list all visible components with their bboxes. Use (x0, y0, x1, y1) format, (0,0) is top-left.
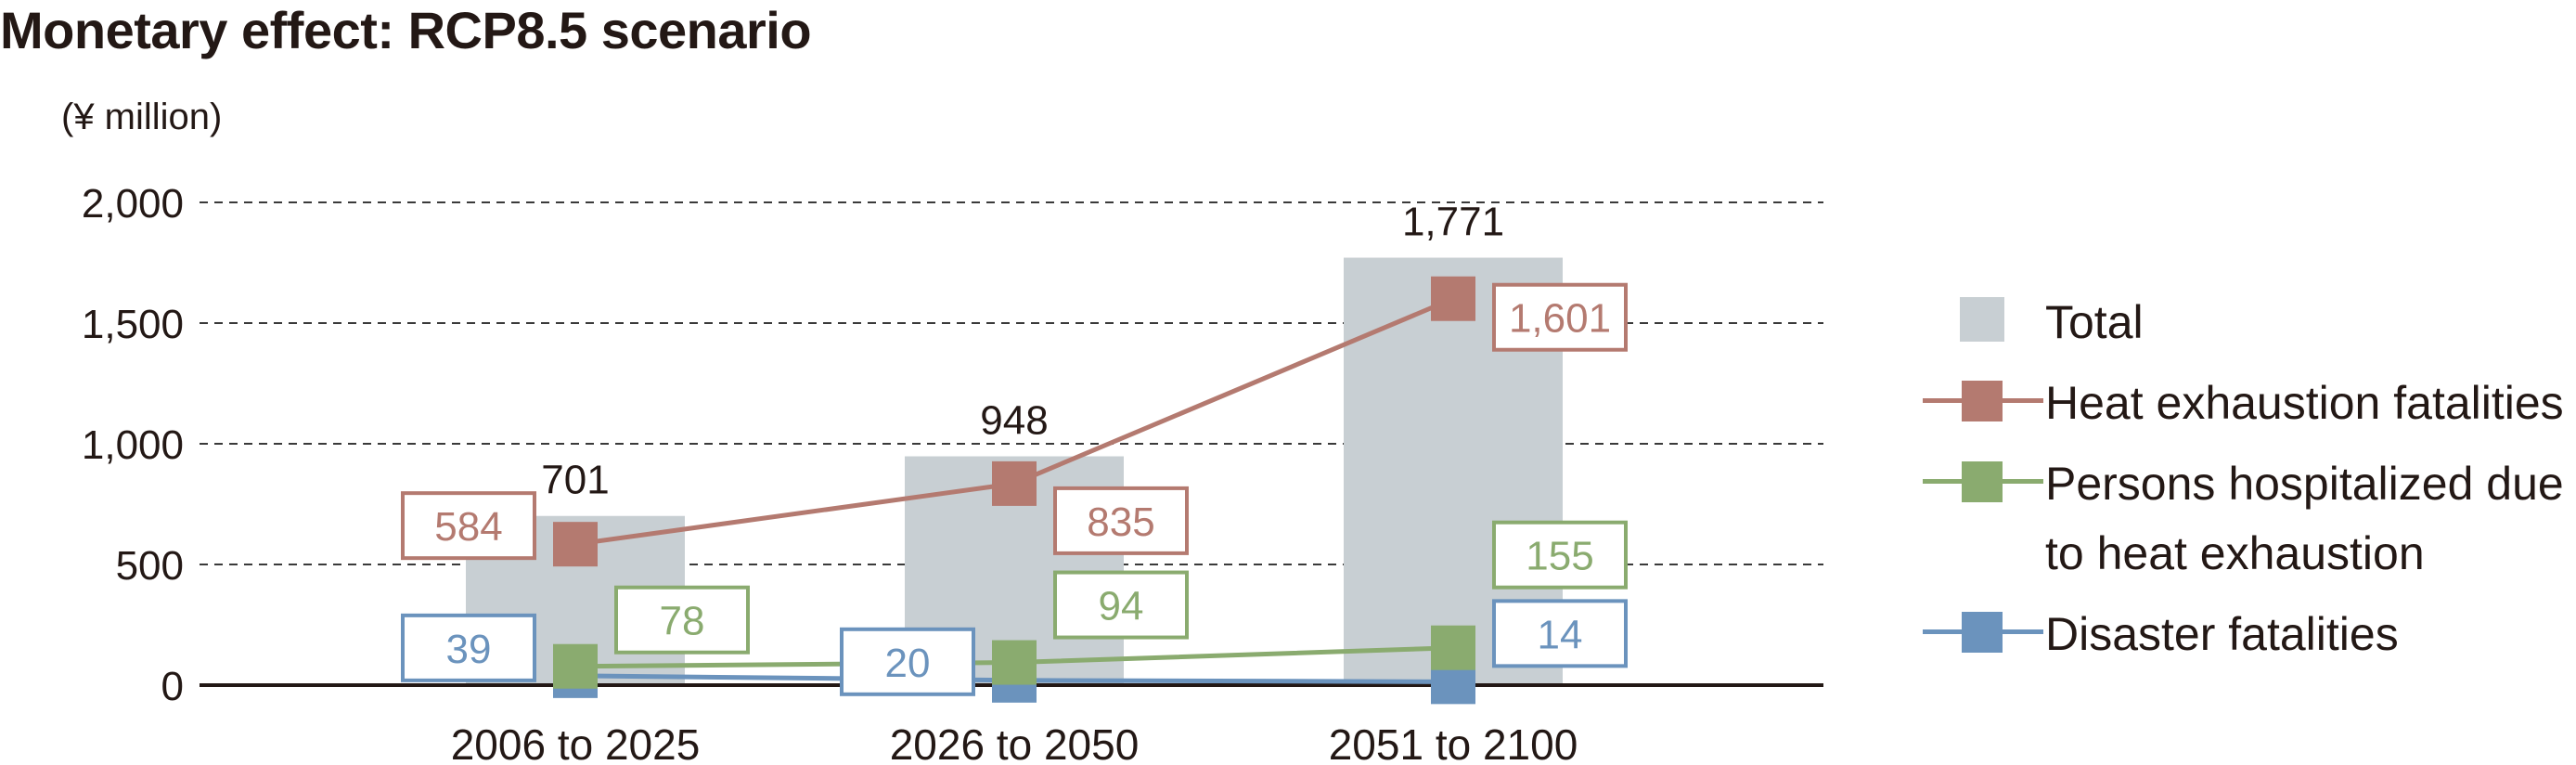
legend-swatch-persons-hospitalized (1921, 449, 2045, 511)
disaster-fatalities-value-label: 14 (1538, 612, 1583, 657)
legend-item-heat-exhaustion-fatalities: Heat exhaustion fatalities (1921, 369, 2576, 438)
persons-hospitalized-due-to-heat-exhaustion-value-box (1492, 520, 1628, 590)
legend-item-total: Total (1921, 288, 2576, 357)
legend-item-disaster-fatalities: Disaster fatalities (1921, 600, 2576, 669)
persons-hospitalized-due-to-heat-exhaustion-marker (992, 640, 1037, 685)
y-tick-label: 2,000 (82, 181, 184, 227)
y-axis-unit-label: (¥ million) (61, 97, 223, 137)
heat-exhaustion-fatalities-marker (1431, 276, 1475, 321)
legend-swatch-heat-exhaustion-fatalities (1921, 369, 2045, 430)
disaster-fatalities-value-label: 20 (885, 641, 931, 686)
heat-exhaustion-fatalities-marker (553, 522, 598, 567)
heat-exhaustion-fatalities-value-label: 584 (434, 504, 502, 550)
heat-exhaustion-fatalities-value-label: 1,601 (1509, 296, 1611, 342)
legend-label-persons-hospitalized: Persons hospitalized due to heat exhaust… (2045, 458, 2564, 579)
disaster-fatalities-value-box (840, 627, 975, 696)
legend-swatch-total (1921, 288, 2045, 349)
disaster-fatalities-value-box (401, 613, 536, 682)
total-value-label: 948 (980, 398, 1048, 444)
legend-swatch-disaster-fatalities (1921, 600, 2045, 661)
y-tick-label: 0 (161, 664, 184, 709)
legend-item-persons-hospitalized: Persons hospitalized due to heat exhaust… (1921, 449, 2576, 589)
x-category-label: 2051 to 2100 (1329, 720, 1578, 765)
total-value-label: 1,771 (1402, 200, 1504, 245)
persons-hospitalized-due-to-heat-exhaustion-value-box (1053, 570, 1189, 640)
heat-exhaustion-fatalities-value-label: 835 (1087, 499, 1154, 545)
heat-exhaustion-fatalities-marker (992, 460, 1037, 506)
x-category-label: 2026 to 2050 (890, 720, 1140, 765)
persons-hospitalized-due-to-heat-exhaustion-marker (553, 643, 598, 689)
x-category-label: 2006 to 2025 (451, 720, 701, 765)
y-tick-label: 500 (116, 543, 184, 589)
total-value-label: 701 (541, 458, 609, 503)
y-tick-label: 1,000 (82, 422, 184, 468)
heat-exhaustion-fatalities-value-box (1053, 486, 1189, 555)
persons-hospitalized-due-to-heat-exhaustion-marker (1431, 625, 1475, 670)
chart-legend: Total Heat exhaustion fatalities Persons… (1921, 288, 2576, 681)
y-tick-label: 1,500 (82, 302, 184, 347)
chart-title: Monetary effect: RCP8.5 scenario (0, 1, 812, 59)
legend-label-total: Total (2045, 296, 2144, 348)
disaster-fatalities-value-box (1492, 599, 1628, 668)
legend-label-disaster-fatalities: Disaster fatalities (2045, 608, 2399, 660)
heat-exhaustion-fatalities-value-box (401, 491, 536, 561)
persons-hospitalized-due-to-heat-exhaustion-value-label: 78 (660, 599, 705, 644)
persons-hospitalized-due-to-heat-exhaustion-value-label: 94 (1099, 584, 1144, 629)
persons-hospitalized-due-to-heat-exhaustion-value-label: 155 (1526, 534, 1593, 579)
disaster-fatalities-value-label: 39 (446, 627, 492, 672)
legend-label-heat-exhaustion-fatalities: Heat exhaustion fatalities (2045, 377, 2564, 429)
heat-exhaustion-fatalities-value-box (1492, 282, 1628, 352)
persons-hospitalized-due-to-heat-exhaustion-value-box (614, 585, 750, 655)
